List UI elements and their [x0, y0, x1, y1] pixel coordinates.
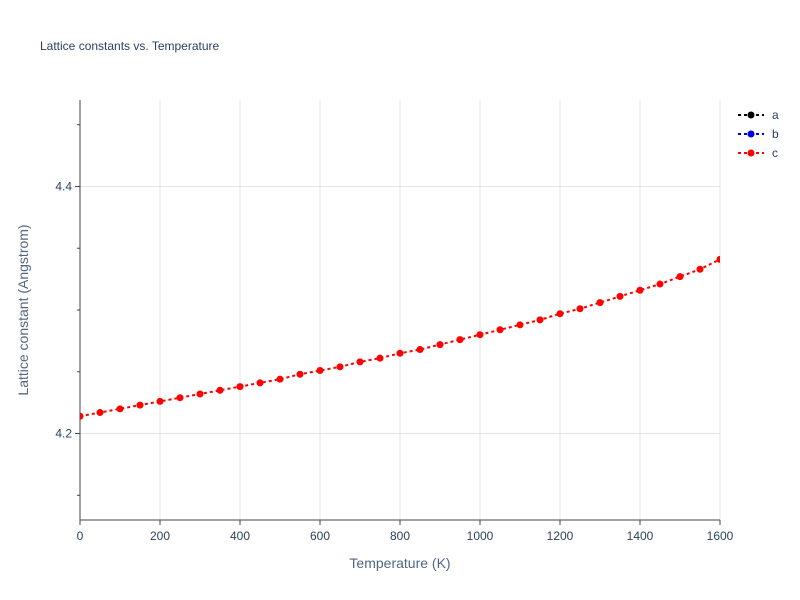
series-layer: [80, 255, 720, 420]
data-point-c: [196, 390, 204, 398]
legend: abc: [738, 108, 779, 160]
legend-label-a: a: [772, 108, 779, 122]
y-axis-title: Lattice constant (Angstrom): [15, 224, 31, 395]
data-point-c: [656, 280, 664, 288]
x-tick-label: 1200: [547, 529, 574, 543]
data-point-c: [176, 394, 184, 402]
x-tick-label: 200: [150, 529, 170, 543]
data-point-c: [676, 273, 684, 281]
chart-title: Lattice constants vs. Temperature: [40, 39, 220, 53]
x-tick-label: 800: [390, 529, 410, 543]
data-point-c: [696, 265, 704, 273]
data-point-c: [556, 310, 564, 318]
x-tick-label: 600: [310, 529, 330, 543]
data-point-c: [96, 409, 104, 417]
y-tick-label: 4.4: [55, 179, 72, 193]
data-point-c: [116, 405, 124, 413]
x-tick-label: 0: [77, 529, 84, 543]
data-point-c: [476, 331, 484, 339]
data-point-c: [596, 299, 604, 307]
legend-marker-c: [747, 149, 755, 157]
x-tick-label: 1600: [707, 529, 734, 543]
data-point-c: [616, 292, 624, 300]
data-point-c: [256, 379, 264, 387]
data-point-c: [216, 386, 224, 394]
data-point-c: [136, 401, 144, 409]
data-point-c: [416, 346, 424, 354]
data-point-c: [316, 367, 324, 375]
legend-label-b: b: [772, 127, 779, 141]
data-point-c: [296, 370, 304, 378]
x-tick-label: 400: [230, 529, 250, 543]
series-c: [80, 255, 720, 420]
data-point-c: [536, 316, 544, 324]
data-point-c: [236, 383, 244, 391]
data-point-c: [436, 341, 444, 349]
legend-label-c: c: [772, 146, 778, 160]
data-point-c: [356, 358, 364, 366]
data-point-c: [576, 305, 584, 313]
y-tick-label: 4.2: [55, 427, 72, 441]
legend-marker-b: [747, 130, 755, 138]
data-point-c: [80, 412, 84, 420]
x-tick-label: 1000: [467, 529, 494, 543]
x-tick-label: 1400: [627, 529, 654, 543]
legend-item-c: c: [738, 146, 778, 160]
data-point-c: [636, 286, 644, 294]
legend-marker-a: [747, 111, 755, 119]
data-point-c: [456, 336, 464, 344]
data-point-c: [376, 354, 384, 362]
data-point-c: [276, 375, 284, 383]
data-point-c: [516, 321, 524, 329]
legend-item-a: a: [738, 108, 779, 122]
grid: [80, 100, 721, 520]
data-point-c: [496, 326, 504, 334]
x-axis-title: Temperature (K): [349, 555, 450, 571]
data-point-c: [336, 363, 344, 371]
data-point-c: [156, 397, 164, 405]
axes: 020040060080010001200140016004.24.44.64.…: [55, 100, 734, 543]
data-point-c: [396, 349, 404, 357]
legend-item-b: b: [738, 127, 779, 141]
data-point-c: [716, 255, 720, 263]
